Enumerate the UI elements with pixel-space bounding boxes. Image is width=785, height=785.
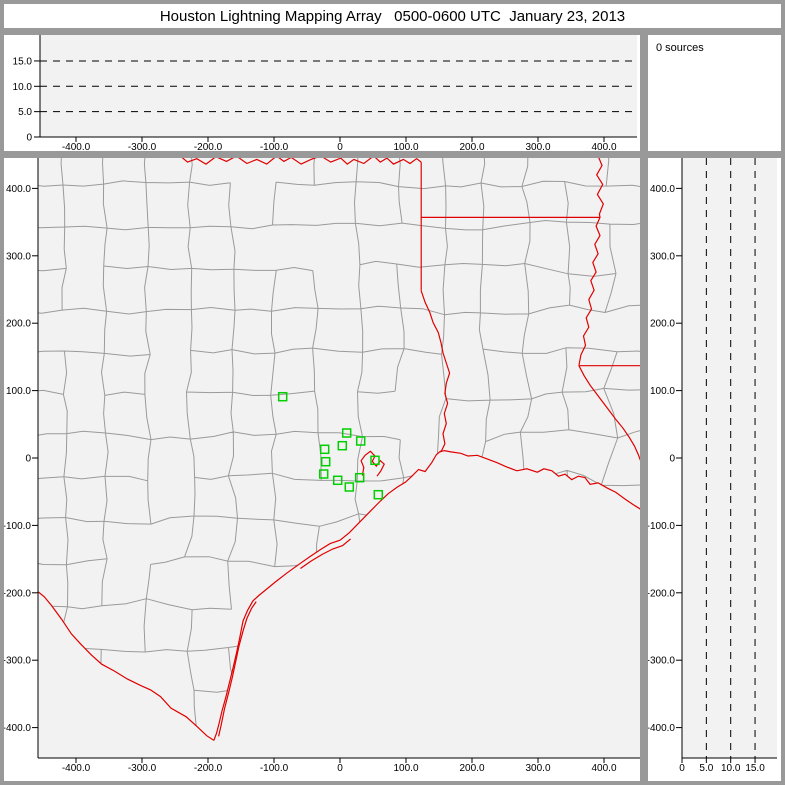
altitude-tick-label: 5.0 [699, 763, 713, 774]
ns-distance-tick-label: -400.0 [4, 723, 31, 734]
altitude-tick-label: 0 [679, 763, 685, 774]
ns-distance-tick-label: -200.0 [4, 588, 31, 599]
ns-distance-tick-label: -300.0 [648, 656, 675, 667]
ew-distance-tick-label: 300.0 [525, 763, 550, 774]
map-panel[interactable]: 400.0 300.0 200.0 100.0 0 -100.0 -200.0 -300.0 -… [4, 158, 640, 781]
station-marker [320, 456, 331, 467]
altitude-ns-plot[interactable]: 400.0 300.0 200.0 100.0 0 -100.0 -200.0 -300.0 -… [648, 158, 781, 781]
altitude-tick-label: 15.0 [745, 763, 765, 774]
sources-box: 0 sources [648, 35, 781, 151]
station-marker [337, 440, 348, 451]
page-title: Houston Lightning Mapping Array 0500-060… [159, 8, 626, 25]
station-marker [318, 469, 329, 479]
altitude-tick-label: 15.0 [13, 56, 33, 67]
station-marker [341, 428, 352, 438]
barrier-island-line [218, 601, 257, 737]
ns-distance-tick-label: -100.0 [4, 521, 31, 532]
ns-distance-tick-label: 400.0 [6, 184, 31, 195]
station-marker [373, 489, 384, 500]
ns-distance-tick-label: -300.0 [4, 656, 31, 667]
station-marker [355, 436, 366, 446]
station-marker [344, 482, 355, 492]
ew-distance-tick-label: -400.0 [62, 763, 91, 774]
altitude-tick-label: 0 [26, 133, 32, 144]
ns-distance-tick-label: 300.0 [650, 251, 675, 262]
ns-distance-tick-label: 0 [25, 454, 31, 465]
station-marker [277, 391, 288, 402]
ns-distance-tick-label: -400.0 [648, 723, 675, 734]
ew-distance-tick-label: 300.0 [525, 142, 550, 151]
altitude-tick-label: 10.0 [13, 82, 33, 93]
ew-distance-tick-label: 200.0 [459, 763, 484, 774]
altitude-ew-panel[interactable]: 0 5.0 10.0 15.0 -400.0 -300.0 -200.0 -100.0 0 100… [4, 35, 640, 151]
ew-distance-tick-label: -100.0 [260, 142, 289, 151]
ew-distance-tick-label: -200.0 [194, 142, 223, 151]
state-borders [38, 158, 640, 741]
ew-distance-tick-label: -100.0 [260, 763, 289, 774]
ns-distance-tick-label: 100.0 [650, 386, 675, 397]
ns-distance-tick-label: 100.0 [6, 386, 31, 397]
ew-distance-tick-label: -200.0 [194, 763, 223, 774]
ew-distance-tick-label: 0 [337, 142, 343, 151]
ew-distance-tick-label: 400.0 [591, 142, 616, 151]
altitude-ew-plot[interactable]: 0 5.0 10.0 15.0 -400.0 -300.0 -200.0 -100.0 0 100… [4, 35, 640, 151]
red-river-line [181, 158, 422, 165]
title-bar: Houston Lightning Mapping Array 0500-060… [4, 4, 781, 28]
ns-distance-tick-label: -200.0 [648, 588, 675, 599]
ns-distance-tick-label: 200.0 [650, 319, 675, 330]
station-marker [354, 472, 365, 483]
sabine-river-line [420, 290, 451, 453]
map-plot-area[interactable] [38, 158, 640, 758]
ew-distance-tick-label: 100.0 [393, 763, 418, 774]
ew-distance-tick-label: 100.0 [393, 142, 418, 151]
galveston-bay-line [360, 450, 385, 477]
ns-distance-tick-label: 200.0 [6, 319, 31, 330]
ns-distance-tick-label: 400.0 [650, 184, 675, 195]
map-canvas [38, 158, 640, 741]
ns-distance-tick-label: 300.0 [6, 251, 31, 262]
mississippi-lower-line [578, 365, 640, 461]
coastline-line [213, 449, 640, 741]
ew-distance-tick-label: -300.0 [128, 763, 157, 774]
station-marker [332, 475, 343, 486]
altitude-tick-label: 5.0 [18, 107, 32, 118]
matagorda-island-line [300, 538, 351, 569]
plan-view-map[interactable]: 400.0 300.0 200.0 100.0 0 -100.0 -200.0 -300.0 -… [4, 158, 640, 781]
station-marker [319, 444, 330, 455]
ns-distance-tick-label: -100.0 [648, 521, 675, 532]
ew-distance-tick-label: -300.0 [128, 142, 157, 151]
sources-count-label: 0 sources [656, 42, 704, 54]
mississippi-river-line [578, 158, 604, 366]
ns-distance-tick-label: 0 [669, 454, 675, 465]
rio-grande-line [38, 591, 215, 741]
ew-distance-tick-label: 200.0 [459, 142, 484, 151]
altitude-tick-label: 10.0 [721, 763, 741, 774]
ew-distance-tick-label: 0 [337, 763, 343, 774]
ew-distance-tick-label: 400.0 [591, 763, 616, 774]
alt-ns-plot-area[interactable] [682, 158, 777, 758]
altitude-ns-panel[interactable]: 400.0 300.0 200.0 100.0 0 -100.0 -200.0 -300.0 -… [648, 158, 781, 781]
station-marker [370, 455, 380, 466]
ew-distance-tick-label: -400.0 [62, 142, 91, 151]
lma-stations [277, 391, 384, 500]
